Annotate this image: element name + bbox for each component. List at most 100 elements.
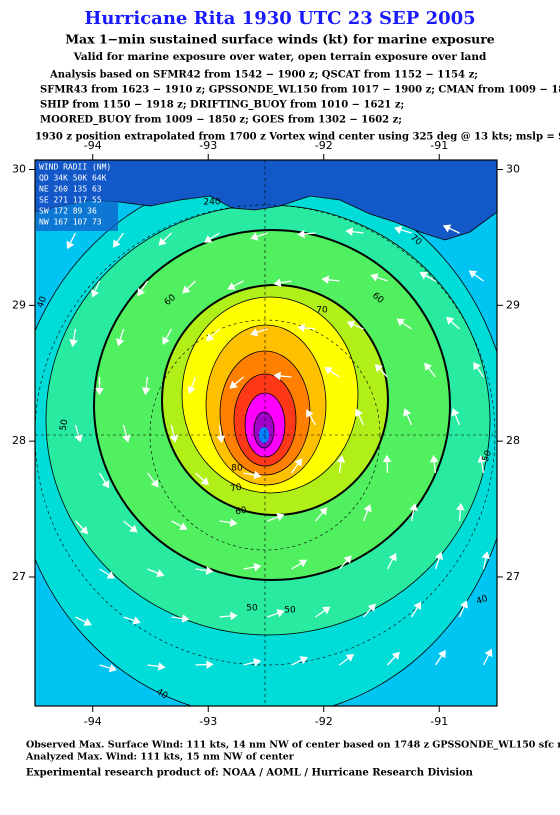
wind-arrow-head [91, 289, 100, 298]
lat-label: 27 [12, 570, 26, 583]
lon-label: -94 [84, 139, 102, 152]
wind-arrow-head [169, 434, 179, 443]
wind-arrow-head [484, 648, 493, 658]
subtitle: Max 1−min sustained surface winds (kt) f… [65, 32, 495, 47]
wind-arrow-head [343, 555, 352, 564]
lat-label: 28 [506, 434, 520, 447]
wind-arrow-head [216, 435, 226, 444]
wind-arrow-head [253, 658, 262, 667]
wind-arrow-head [112, 239, 121, 248]
wind-arrow-head [481, 551, 491, 560]
wind-arrow-head [162, 336, 170, 345]
wind-arrow-head [297, 323, 306, 333]
wind-arrow-head [294, 458, 303, 467]
map-frame [34, 159, 498, 707]
analysis-line: SHIP from 1150 − 1918 z; DRIFTING_BUOY f… [40, 100, 404, 111]
wind-arrow-head [227, 282, 236, 290]
wind-arrow-head [370, 273, 379, 282]
wind-arrow-head [150, 479, 159, 488]
lat-label: 29 [506, 298, 520, 311]
wind-arrow-head [324, 367, 333, 375]
wind-arrow-head [132, 616, 141, 625]
wind-arrow-head [394, 225, 403, 234]
wind-arrow-head [336, 454, 346, 463]
lon-label: -91 [430, 715, 448, 728]
wind-arrow-head [468, 270, 478, 279]
lat-label: 29 [12, 298, 26, 311]
wind-arrow-head [298, 559, 308, 568]
wind-arrow-head [382, 454, 392, 463]
wind-arrow-head [413, 601, 422, 610]
wind-arrow-head [442, 224, 452, 233]
wind-arrow-head [181, 614, 190, 623]
contour-label: 50 [246, 604, 258, 614]
wind-arrow-head [459, 600, 468, 609]
lon-label: -91 [430, 139, 448, 152]
wind-arrow-head [445, 316, 455, 325]
wind-arrow-head [438, 649, 446, 659]
wind-arrow-head [451, 408, 460, 417]
contour-label: 50 [481, 449, 494, 463]
lon-label: -93 [199, 715, 217, 728]
wind-arrow-head [108, 663, 117, 673]
wind-arrow-head [83, 618, 92, 626]
wind-arrow-head [230, 611, 238, 621]
wind-arrow-head [391, 651, 400, 660]
wind-arrow-head [424, 362, 433, 372]
wind-arrow-head [354, 408, 363, 417]
wind-arrow-head [205, 566, 214, 575]
wind-arrow-head [321, 275, 330, 285]
wind-arrow-head [322, 606, 331, 615]
lat-label: 30 [506, 163, 520, 176]
footer-line: Observed Max. Surface Wind: 111 kts, 14 … [26, 740, 560, 751]
wind-arrow-head [137, 287, 146, 297]
contour-label: 60 [235, 506, 248, 518]
wind-arrow-head [79, 525, 89, 535]
wind-arrow-head [396, 318, 405, 327]
wind-arrow-head [182, 285, 191, 294]
wind-arrow-head [477, 455, 486, 463]
wind-arrow-head [297, 229, 305, 239]
footer-line: Experimental research product of: NOAA /… [26, 768, 474, 779]
analysis-line: 1930 z position extrapolated from 1700 z… [35, 132, 560, 143]
wind-radii-line: WIND RADII (NM) [39, 163, 111, 172]
contour-label: 70 [316, 306, 328, 316]
wind-arrow-head [204, 235, 213, 243]
wind-arrow-head [403, 408, 412, 417]
contour-label: 50 [59, 418, 71, 431]
wind-arrow-head [299, 656, 308, 665]
wind-arrow-head [250, 328, 259, 337]
wind-arrow-head [345, 653, 355, 662]
analysis-line: MOORED_BUOY from 1009 − 1850 z; GOES fro… [40, 115, 402, 126]
wind-arrow-head [229, 380, 238, 389]
analysis-line: Analysis based on SFMR42 from 1542 − 190… [49, 70, 478, 81]
wind-arrow-head [276, 513, 285, 522]
wind-radii-line: NE 260 135 63 [39, 185, 102, 194]
wind-arrow-head [346, 320, 356, 329]
wind-arrow-head [157, 662, 166, 671]
contour-label: 40 [475, 594, 489, 607]
wind-arrow-head [388, 552, 397, 562]
wind-arrow-head [367, 603, 376, 612]
title: Hurricane Rita 1930 UTC 23 SEP 2005 [84, 8, 475, 29]
contour-label: 40 [36, 295, 49, 309]
wind-arrow-head [345, 227, 354, 237]
wind-arrow-head [434, 551, 444, 560]
lat-label: 27 [506, 570, 520, 583]
wind-arrow-head [101, 480, 110, 489]
wind-arrow-head [122, 434, 131, 443]
contour-label: 50 [284, 606, 296, 616]
wind-arrow-head [116, 338, 125, 347]
wind-arrow-head [206, 660, 214, 669]
wind-arrow-head [319, 507, 328, 516]
wind-arrow-head [419, 271, 428, 280]
wind-radii-line: SW 172 89 36 [39, 207, 97, 216]
lon-label: -94 [84, 715, 102, 728]
wind-arrow-head [273, 371, 281, 381]
wind-arrow-head [66, 240, 75, 250]
lon-label: -93 [199, 139, 217, 152]
wind-radii-line: NW 167 107 73 [39, 218, 102, 227]
footer-line: Analyzed Max. Wind: 111 kts, 15 nm NW of… [25, 752, 295, 763]
wind-arrow-head [229, 518, 238, 527]
